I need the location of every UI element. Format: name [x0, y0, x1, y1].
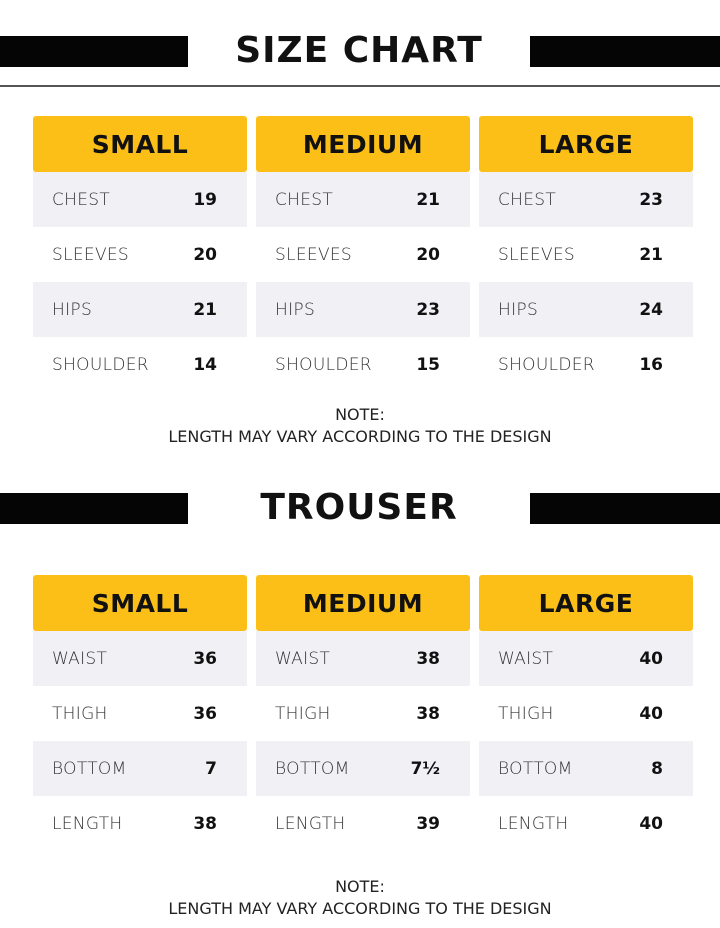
measurement-value: 19 [193, 189, 217, 210]
measurement-row: WAIST 38 [256, 631, 470, 686]
measurement-value: 8 [651, 758, 663, 779]
measurement-label: THIGH [498, 703, 554, 724]
measurement-row: HIPS 23 [256, 282, 470, 337]
note-text: LENGTH MAY VARY ACCORDING TO THE DESIGN [168, 899, 552, 918]
measurement-label: BOTTOM [498, 758, 573, 779]
measurement-label: SHOULDER [498, 354, 595, 375]
size-header: SMALL [33, 116, 247, 172]
measurement-label: CHEST [498, 189, 557, 210]
measurement-label: THIGH [52, 703, 108, 724]
measurement-label: SLEEVES [52, 244, 130, 265]
measurement-label: HIPS [52, 299, 93, 320]
measurement-row: SHOULDER 15 [256, 337, 470, 392]
measurement-value: 36 [193, 648, 217, 669]
note-title: NOTE: [335, 877, 385, 896]
size-column-medium: MEDIUM CHEST 21 SLEEVES 20 HIPS 23 SHOULDER 15 [256, 116, 470, 392]
measurement-value: 40 [639, 648, 663, 669]
size-chart-title: SIZE CHART [235, 30, 483, 71]
measurement-row: CHEST 19 [33, 172, 247, 227]
measurement-value: 7½ [410, 758, 440, 779]
measurement-label: LENGTH [498, 813, 569, 834]
measurement-value: 21 [639, 244, 663, 265]
measurement-row: LENGTH 40 [479, 796, 693, 851]
measurement-row: LENGTH 38 [33, 796, 247, 851]
trouser-note: NOTE: LENGTH MAY VARY ACCORDING TO THE D… [0, 876, 720, 920]
decorative-bar-right [530, 493, 720, 524]
measurement-row: BOTTOM 7½ [256, 741, 470, 796]
measurement-row: CHEST 21 [256, 172, 470, 227]
measurement-label: WAIST [52, 648, 108, 669]
measurement-row: THIGH 36 [33, 686, 247, 741]
measurement-label: SHOULDER [52, 354, 149, 375]
measurement-label: LENGTH [52, 813, 123, 834]
measurement-value: 38 [416, 703, 440, 724]
size-header: LARGE [479, 116, 693, 172]
measurement-row: CHEST 23 [479, 172, 693, 227]
measurement-label: CHEST [275, 189, 334, 210]
measurement-row: WAIST 36 [33, 631, 247, 686]
note-text: LENGTH MAY VARY ACCORDING TO THE DESIGN [168, 427, 552, 446]
measurement-label: WAIST [498, 648, 554, 669]
size-column-large: LARGE WAIST 40 THIGH 40 BOTTOM 8 LENGTH 40 [479, 575, 693, 851]
measurement-label: SLEEVES [275, 244, 353, 265]
measurement-value: 23 [639, 189, 663, 210]
size-header: SMALL [33, 575, 247, 631]
size-chart-note: NOTE: LENGTH MAY VARY ACCORDING TO THE D… [0, 404, 720, 448]
measurement-value: 24 [639, 299, 663, 320]
size-header: MEDIUM [256, 575, 470, 631]
measurement-value: 7 [205, 758, 217, 779]
measurement-value: 20 [193, 244, 217, 265]
measurement-label: HIPS [498, 299, 539, 320]
size-column-small: SMALL CHEST 19 SLEEVES 20 HIPS 21 SHOULDER 14 [33, 116, 247, 392]
measurement-label: LENGTH [275, 813, 346, 834]
size-header: LARGE [479, 575, 693, 631]
measurement-label: BOTTOM [275, 758, 350, 779]
measurement-row: SLEEVES 20 [256, 227, 470, 282]
measurement-row: SLEEVES 21 [479, 227, 693, 282]
decorative-bar-left [0, 36, 188, 67]
measurement-row: SLEEVES 20 [33, 227, 247, 282]
measurement-label: HIPS [275, 299, 316, 320]
measurement-value: 21 [416, 189, 440, 210]
measurement-value: 38 [416, 648, 440, 669]
measurement-row: SHOULDER 16 [479, 337, 693, 392]
trouser-title: TROUSER [260, 487, 458, 528]
measurement-row: SHOULDER 14 [33, 337, 247, 392]
decorative-bar-right [530, 36, 720, 67]
measurement-value: 38 [193, 813, 217, 834]
measurement-row: BOTTOM 7 [33, 741, 247, 796]
measurement-label: BOTTOM [52, 758, 127, 779]
measurement-value: 14 [193, 354, 217, 375]
measurement-value: 21 [193, 299, 217, 320]
decorative-bar-left [0, 493, 188, 524]
measurement-row: WAIST 40 [479, 631, 693, 686]
measurement-value: 40 [639, 703, 663, 724]
measurement-row: BOTTOM 8 [479, 741, 693, 796]
note-title: NOTE: [335, 405, 385, 424]
divider [0, 85, 720, 87]
measurement-value: 40 [639, 813, 663, 834]
measurement-label: CHEST [52, 189, 111, 210]
size-header: MEDIUM [256, 116, 470, 172]
measurement-row: HIPS 21 [33, 282, 247, 337]
measurement-value: 16 [639, 354, 663, 375]
measurement-row: LENGTH 39 [256, 796, 470, 851]
measurement-label: SHOULDER [275, 354, 372, 375]
measurement-value: 20 [416, 244, 440, 265]
measurement-value: 39 [416, 813, 440, 834]
size-column-small: SMALL WAIST 36 THIGH 36 BOTTOM 7 LENGTH 38 [33, 575, 247, 851]
measurement-value: 15 [416, 354, 440, 375]
measurement-row: HIPS 24 [479, 282, 693, 337]
measurement-label: SLEEVES [498, 244, 576, 265]
size-column-large: LARGE CHEST 23 SLEEVES 21 HIPS 24 SHOULDER 16 [479, 116, 693, 392]
measurement-label: THIGH [275, 703, 331, 724]
size-column-medium: MEDIUM WAIST 38 THIGH 38 BOTTOM 7½ LENGTH 39 [256, 575, 470, 851]
measurement-label: WAIST [275, 648, 331, 669]
measurement-row: THIGH 38 [256, 686, 470, 741]
measurement-value: 36 [193, 703, 217, 724]
measurement-row: THIGH 40 [479, 686, 693, 741]
measurement-value: 23 [416, 299, 440, 320]
